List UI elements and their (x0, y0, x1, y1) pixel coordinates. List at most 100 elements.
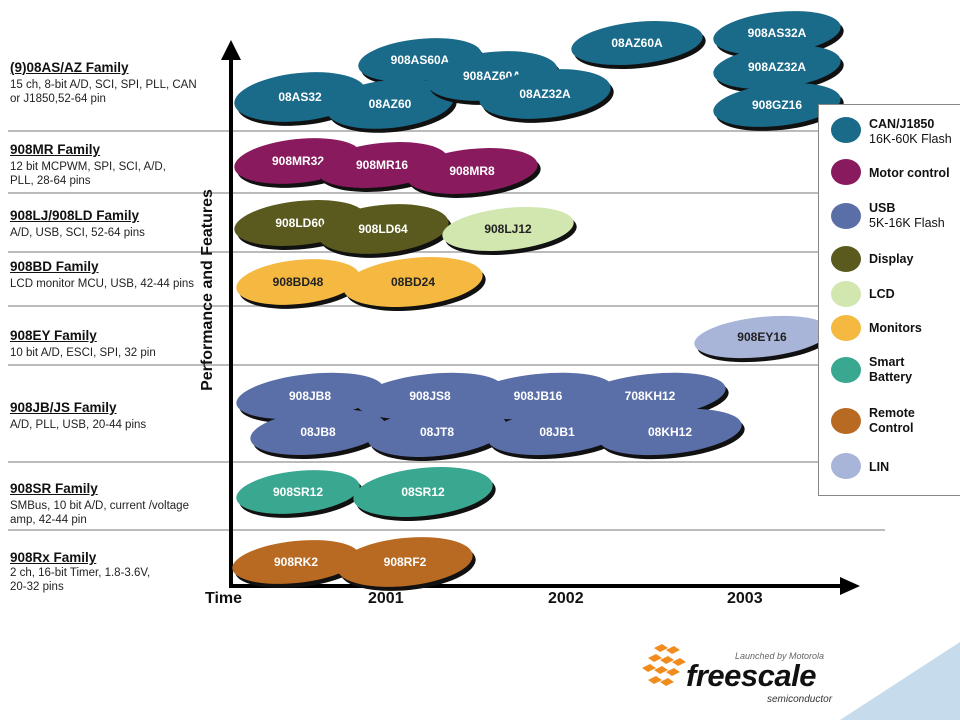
chip-908ey16: 908EY16 (694, 315, 833, 363)
chip-label: 908AZ32A (748, 60, 806, 74)
family-description: SMBus, 10 bit A/D, current /voltage amp,… (10, 500, 189, 526)
legend-label: Display (869, 252, 914, 266)
chip-label: 908AS60A (391, 53, 450, 67)
chip-ellipse (713, 45, 841, 89)
legend-label: Motor control (869, 166, 950, 180)
freescale-logo: Launched by Motorola freescale semicondu… (640, 640, 840, 710)
chip-label: 08AZ32A (519, 87, 571, 101)
chip-label: 08AZ60A (611, 36, 663, 50)
chip-ellipse (250, 408, 386, 456)
chip-ellipse (598, 408, 742, 456)
chip-label: 908SR12 (273, 485, 323, 499)
chip-label: 08AZ60 (369, 97, 412, 111)
x-axis-label: Time (205, 590, 243, 607)
chip-label: 908RF2 (384, 555, 427, 569)
chip-ellipse (462, 372, 614, 420)
family-title: 908MR Family (10, 142, 101, 157)
legend-label: Smart Battery (869, 355, 913, 384)
family-title: 908EY Family (10, 328, 97, 343)
legend-swatch (831, 453, 861, 479)
family-description: LCD monitor MCU, USB, 42-44 pins (10, 278, 195, 290)
chip-08jt8: 08JT8 (367, 407, 510, 461)
chip-ellipse (343, 257, 483, 307)
chip-ellipse (571, 21, 703, 65)
chip-ellipse (232, 540, 360, 584)
legend-swatch (831, 408, 861, 434)
chip-ellipse (574, 372, 726, 420)
chip-label: 908JB16 (514, 389, 563, 403)
chip-ellipse (353, 467, 493, 517)
legend-swatch (831, 315, 861, 341)
chip-label: 908MR16 (356, 158, 408, 172)
chip-ellipse (317, 204, 449, 254)
chip-908bd48: 908BD48 (236, 259, 363, 309)
chip-label: 08BD24 (391, 275, 435, 289)
chip-label: 908LJ12 (484, 222, 532, 236)
chip-908lj12: 908LJ12 (442, 207, 577, 255)
chip-908az32a: 908AZ32A (713, 45, 844, 93)
chip-label: 908JS8 (409, 389, 451, 403)
chip-ellipse (236, 259, 360, 305)
chip-label: 908EY16 (737, 330, 787, 344)
family-description: 15 ch, 8-bit A/D, SCI, SPI, PLL, CAN or … (10, 79, 197, 105)
legend-swatch (831, 246, 861, 272)
legend-label: LCD (869, 287, 895, 301)
chip-08kh12: 08KH12 (598, 408, 745, 460)
chip-08az60a: 08AZ60A (571, 21, 706, 69)
chip-label: 08JB1 (539, 425, 575, 439)
chip-label: 08JT8 (420, 425, 454, 439)
chip-908rk2: 908RK2 (232, 540, 363, 588)
family-description: 10 bit A/D, ESCI, SPI, 32 pin (10, 347, 156, 359)
legend-swatch (831, 117, 861, 143)
chip-ellipse (713, 83, 841, 127)
family-title: 908BD Family (10, 259, 99, 274)
chip-label: 708KH12 (625, 389, 676, 403)
chip-ellipse (236, 470, 360, 514)
chip-908sr12: 908SR12 (236, 470, 363, 518)
logo-mark-icon (642, 644, 686, 686)
logo-tagline: Launched by Motorola (735, 651, 825, 661)
year-2003: 2003 (727, 590, 763, 607)
chip-908gz16: 908GZ16 (713, 83, 844, 131)
logo-wordmark: freescale (686, 658, 816, 693)
logo-subtitle: semiconductor (767, 694, 833, 705)
legend-swatch (831, 281, 861, 307)
chip-ellipse (236, 372, 384, 420)
family-title: 908JB/JS Family (10, 400, 117, 415)
chip-label: 908JB8 (289, 389, 331, 403)
chip-ellipse (694, 315, 830, 359)
chip-908rf2: 908RF2 (337, 537, 476, 591)
legend-swatch (831, 159, 861, 185)
family-title: 908LJ/908LD Family (10, 208, 140, 223)
chip-label: 908AS32A (748, 26, 807, 40)
legend-label: USB 5K-16K Flash (869, 201, 945, 230)
chip-ellipse (367, 407, 507, 457)
chip-label: 08AS32 (278, 90, 322, 104)
chip-ellipse (713, 11, 841, 55)
year-2001: 2001 (368, 590, 404, 607)
chip-ellipse (406, 148, 538, 194)
chip-label: 908MR8 (449, 164, 495, 178)
chip-label: 908GZ16 (752, 98, 802, 112)
chip-908mr8: 908MR8 (406, 148, 541, 198)
legend-label: Remote Control (869, 406, 915, 435)
chip-08jb1: 08JB1 (487, 408, 630, 460)
chip-label: 08SR12 (401, 485, 445, 499)
chip-08az60: 08AZ60 (326, 79, 457, 133)
year-2002: 2002 (548, 590, 584, 607)
chip-label: 908LD60 (275, 216, 325, 230)
chip-ellipse (487, 408, 627, 456)
family-description: 2 ch, 16-bit Timer, 1.8-3.6V, 20-32 pins (10, 567, 151, 593)
chip-08az32a: 08AZ32A (479, 69, 614, 123)
chip-ellipse (479, 69, 611, 119)
chip-ellipse (326, 79, 454, 129)
family-title: (9)08AS/AZ Family (10, 60, 129, 75)
legend-label: CAN/J1850 16K-60K Flash (869, 117, 952, 146)
chip-ellipse (442, 207, 574, 251)
legend-label: Monitors (869, 321, 922, 335)
chip-label: 908MR32 (272, 154, 324, 168)
legend-swatch (831, 357, 861, 383)
legend: CAN/J1850 16K-60K Flash Motor control USB… (818, 104, 960, 496)
